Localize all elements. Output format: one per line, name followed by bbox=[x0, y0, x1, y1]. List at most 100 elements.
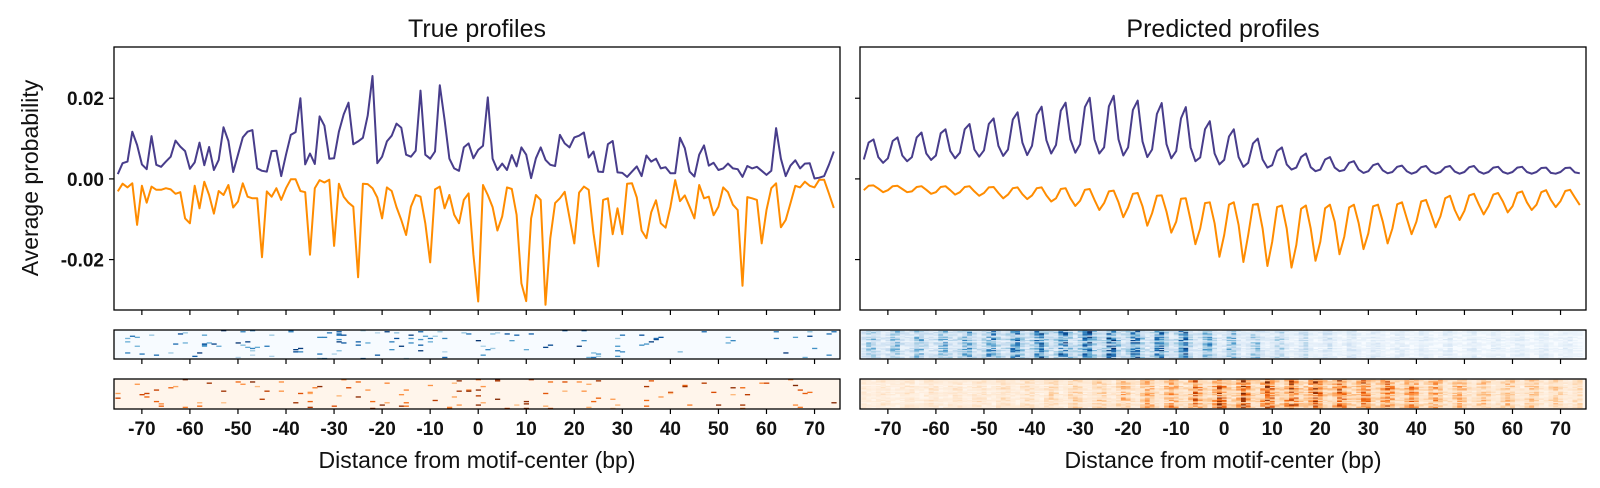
heatmap-cell bbox=[1510, 342, 1516, 344]
heatmap-cell bbox=[904, 353, 910, 355]
heatmap-cell bbox=[1514, 334, 1521, 336]
heatmap-cell bbox=[1044, 380, 1050, 382]
heatmap-cell bbox=[923, 337, 930, 340]
heatmap-cell bbox=[1212, 342, 1218, 344]
heatmap-cell bbox=[861, 346, 867, 349]
heatmap-cell bbox=[1481, 347, 1487, 350]
heatmap-cell bbox=[1447, 336, 1453, 339]
heatmap-cell bbox=[1029, 335, 1035, 337]
heatmap-cell bbox=[904, 342, 910, 344]
heatmap-cell bbox=[1125, 337, 1131, 340]
heatmap-cell bbox=[1048, 395, 1054, 397]
heatmap-cell bbox=[1000, 383, 1006, 385]
heatmap-cell bbox=[1015, 342, 1021, 344]
heatmap-cell bbox=[1245, 351, 1251, 353]
heatmap-cell bbox=[981, 384, 987, 387]
heatmap-cell bbox=[1221, 354, 1227, 356]
heatmap-cell bbox=[1015, 394, 1021, 396]
heatmap-cell bbox=[1130, 347, 1136, 350]
heatmap-cell bbox=[1034, 354, 1040, 356]
heatmap-cell bbox=[866, 330, 872, 332]
heatmap-cell bbox=[1394, 343, 1400, 345]
heatmap-cell bbox=[1385, 340, 1391, 342]
heatmap-cell bbox=[1255, 337, 1261, 340]
heatmap-cell bbox=[1101, 395, 1107, 397]
heatmap-cell bbox=[947, 385, 954, 388]
heatmap-cell bbox=[379, 404, 385, 406]
heatmap-cell bbox=[1096, 388, 1103, 390]
heatmap-cell bbox=[1265, 336, 1271, 339]
heatmap-cell bbox=[923, 351, 930, 353]
heatmap-cell bbox=[336, 331, 342, 333]
heatmap-cell bbox=[880, 399, 886, 402]
heatmap-cell bbox=[1409, 332, 1415, 334]
heatmap-cell bbox=[1418, 333, 1424, 335]
heatmap-cell bbox=[1447, 353, 1453, 355]
heatmap-cell bbox=[1226, 350, 1232, 352]
heatmap-cell bbox=[1111, 338, 1117, 341]
heatmap-cell bbox=[1015, 353, 1021, 355]
heatmap-cell bbox=[1245, 343, 1251, 345]
heatmap-cell bbox=[1082, 332, 1088, 334]
heatmap-cell bbox=[1188, 356, 1194, 359]
heatmap-cell bbox=[1466, 334, 1472, 336]
heatmap-cell bbox=[245, 341, 251, 343]
heatmap-cell bbox=[1510, 331, 1516, 333]
heatmap-cell bbox=[1332, 332, 1338, 334]
heatmap-cell bbox=[943, 381, 949, 383]
heatmap-cell bbox=[1149, 343, 1155, 345]
heatmap-cell bbox=[957, 394, 963, 396]
heatmap-cell bbox=[861, 342, 867, 344]
heatmap-cell bbox=[211, 343, 217, 345]
heatmap-cell bbox=[1082, 349, 1088, 351]
heatmap-cell bbox=[1394, 345, 1400, 347]
heatmap-cell bbox=[861, 403, 867, 405]
heatmap-cell bbox=[1034, 399, 1040, 402]
heatmap-cell bbox=[991, 345, 997, 347]
heatmap-cell bbox=[996, 396, 1002, 398]
heatmap-cell bbox=[1226, 347, 1232, 350]
heatmap-cell bbox=[967, 394, 973, 396]
heatmap-cell bbox=[861, 397, 867, 399]
heatmap-cell bbox=[1346, 331, 1352, 333]
heatmap-cell bbox=[1293, 340, 1300, 342]
heatmap-cell bbox=[1188, 330, 1194, 332]
heatmap-cell bbox=[952, 349, 958, 351]
heatmap-cell bbox=[1313, 336, 1319, 339]
heatmap-cell bbox=[1116, 389, 1122, 391]
heatmap-cell bbox=[1245, 345, 1251, 347]
heatmap-cell bbox=[1327, 337, 1333, 340]
heatmap-cell bbox=[890, 389, 896, 391]
heatmap-cell bbox=[1159, 332, 1165, 334]
heatmap-cell bbox=[981, 399, 987, 402]
heatmap-cell bbox=[1298, 343, 1304, 345]
heatmap-cell bbox=[115, 397, 121, 399]
heatmap-cell bbox=[1072, 333, 1079, 335]
heatmap-cell bbox=[1442, 356, 1448, 359]
heatmap-cell bbox=[991, 338, 997, 341]
heatmap-background bbox=[114, 379, 840, 409]
heatmap-cell bbox=[957, 391, 963, 394]
heatmap-cell bbox=[962, 341, 968, 343]
heatmap-cell bbox=[904, 395, 910, 397]
heatmap-cell bbox=[1005, 383, 1011, 385]
heatmap-cell bbox=[1111, 400, 1117, 403]
heatmap-cell bbox=[1284, 352, 1290, 354]
heatmap-cell bbox=[1385, 345, 1391, 347]
heatmap-cell bbox=[1116, 340, 1122, 342]
heatmap-cell bbox=[866, 382, 872, 384]
heatmap-cell bbox=[1447, 350, 1453, 352]
heatmap-cell bbox=[981, 387, 987, 389]
heatmap-cell bbox=[895, 380, 901, 382]
heatmap-cell bbox=[1370, 350, 1376, 352]
heatmap-cell bbox=[1274, 349, 1280, 351]
heatmap-cell bbox=[1116, 333, 1122, 335]
heatmap-cell bbox=[952, 387, 958, 389]
heatmap-cell bbox=[1279, 337, 1285, 340]
heatmap-cell bbox=[1514, 342, 1521, 344]
heatmap-cell bbox=[1399, 352, 1405, 354]
heatmap-cell bbox=[1385, 334, 1391, 336]
heatmap-cell bbox=[1553, 350, 1559, 352]
heatmap-cell bbox=[1442, 350, 1448, 352]
heatmap-cell bbox=[1092, 399, 1098, 402]
